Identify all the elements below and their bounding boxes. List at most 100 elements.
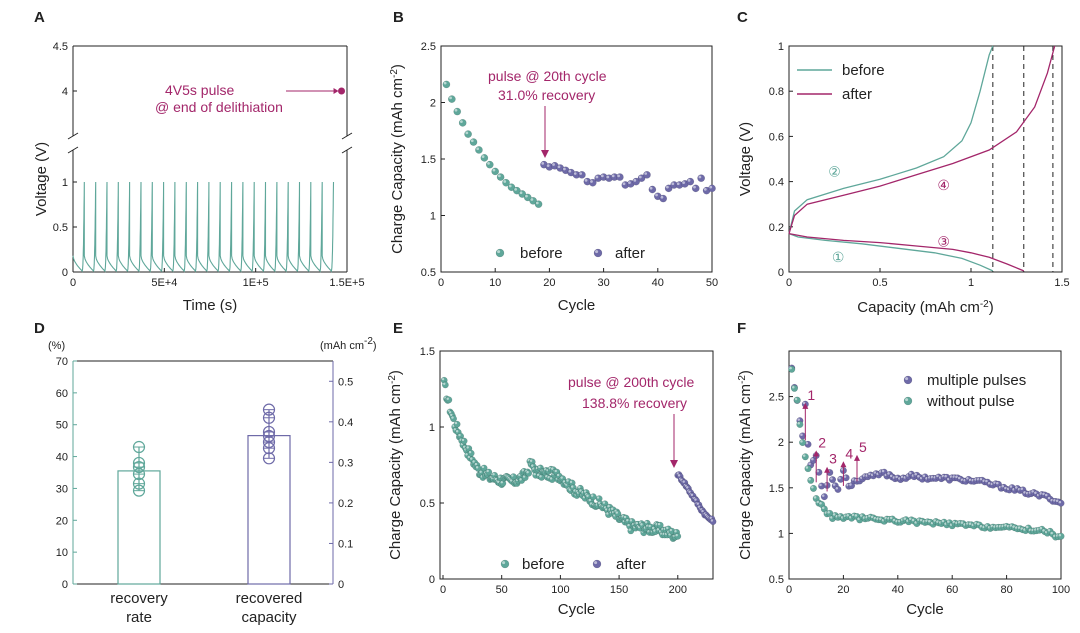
panel-e-legend-marker-before	[500, 559, 510, 569]
panel-f-point-without pulse-highlight	[808, 477, 811, 481]
panel-f-point-multiple pulses-highlight	[868, 472, 871, 476]
panel-a-axis-break	[67, 146, 79, 154]
panel-e-point-before-highlight	[509, 479, 513, 482]
panel-f-point-without pulse	[790, 384, 798, 392]
panel-e-point-before-highlight	[583, 490, 587, 493]
panel-f-point-without pulse-highlight	[805, 466, 809, 469]
panel-f-point-without pulse-highlight	[846, 514, 849, 517]
panel-e-point-before	[441, 381, 449, 389]
panel-b-point-before	[448, 95, 456, 103]
panel-e-point-before-highlight	[635, 521, 638, 525]
panel-b-point-before-highlight	[530, 198, 534, 201]
panel-e-legend-marker-after	[592, 559, 602, 569]
panel-e-point-before	[525, 469, 533, 477]
panel-f-point-multiple pulses-highlight	[1047, 496, 1051, 500]
panel-f-legend-marker-without-highlight	[905, 398, 909, 402]
panel-f-xtick-label: 20	[837, 584, 849, 596]
panel-f-point-multiple pulses-highlight	[821, 494, 825, 497]
panel-f-point-without pulse-highlight	[802, 454, 806, 457]
panel-b-point-before-highlight	[535, 201, 539, 205]
panel-e-xlabel: Cycle	[558, 601, 596, 618]
panel-e-point-after-highlight	[710, 519, 714, 522]
panel-f-point-multiple pulses-highlight	[914, 472, 917, 476]
panel-e-xtick-label: 0	[440, 584, 446, 596]
panel-d-category-line2: capacity	[241, 609, 297, 626]
panel-e-point-before-highlight	[653, 529, 656, 532]
panel-b-point-after-highlight	[557, 165, 561, 169]
panel-e-xtick-label: 200	[669, 584, 687, 596]
panel-e-point-before-highlight	[545, 475, 548, 478]
panel-b-annotation-line2: 31.0% recovery	[498, 87, 595, 103]
panel-f-point-without pulse-highlight	[908, 517, 912, 520]
panel-b-point-after-highlight	[611, 174, 615, 178]
panel-f-point-without pulse-highlight	[792, 385, 795, 389]
panel-b-point-after-highlight	[563, 167, 566, 171]
panel-e-point-before-highlight	[674, 529, 677, 533]
panel-f-xtick-label: 40	[892, 584, 904, 596]
panel-e-point-before-highlight	[443, 382, 446, 386]
panel-b-point-after	[616, 173, 624, 181]
panel-f-point-without pulse-highlight	[966, 522, 969, 525]
panel-b-point-before-highlight	[449, 96, 452, 100]
panel-b-point-before-highlight	[525, 194, 528, 198]
panel-d-left-unit: (%)	[48, 340, 65, 352]
panel-f-point-without pulse-highlight	[860, 514, 863, 517]
panel-d-category-line1: recovery	[110, 590, 168, 607]
panel-c-label: C	[737, 9, 748, 26]
panel-b-xlabel: Cycle	[558, 297, 596, 314]
panel-f-point-without pulse-highlight	[789, 366, 792, 370]
panel-b-point-after-highlight	[709, 185, 713, 189]
panel-b-point-before	[458, 119, 467, 127]
panel-b-point-after	[697, 174, 705, 183]
panel-f-point-without pulse-highlight	[947, 520, 950, 523]
panel-f-point-without pulse-highlight	[968, 522, 972, 525]
panel-f-point-multiple pulses-highlight	[955, 475, 958, 479]
panel-f-point-without pulse-highlight	[884, 516, 888, 520]
panel-c-curve-after-discharge	[788, 232, 1025, 272]
panel-b-legend-marker-before	[495, 248, 505, 258]
panel-f-point-without pulse	[804, 465, 812, 473]
panel-f-point-without pulse-highlight	[911, 518, 915, 522]
panel-f-point-multiple pulses-highlight	[985, 479, 988, 483]
panel-e-legend-before: before	[522, 556, 565, 573]
panel-f-point-without pulse-highlight	[941, 519, 945, 523]
panel-e-point-before-highlight	[529, 459, 533, 462]
panel-f-point-multiple pulses-highlight	[797, 418, 800, 421]
panel-f-point-without pulse-highlight	[797, 422, 800, 425]
panel-e-point-before-highlight	[589, 502, 593, 505]
panel-f-point-without pulse-highlight	[876, 517, 879, 520]
panel-f-pulse-label: 4	[845, 445, 853, 461]
panel-b-point-after-highlight	[703, 188, 707, 191]
panel-a-upper-ytick-label: 4.5	[53, 41, 68, 53]
panel-e-point-before-highlight	[454, 421, 458, 425]
panel-b-xtick-label: 20	[543, 277, 555, 289]
panel-b-point-before	[442, 80, 451, 89]
panel-e-point-before-highlight	[531, 464, 534, 467]
panel-a-axis-break	[67, 132, 79, 140]
panel-f-point-without pulse-highlight	[868, 514, 871, 518]
panel-b-point-before-highlight	[497, 174, 501, 178]
panel-b-ytick-label: 2	[430, 98, 436, 110]
panel-f-pulse-label: 1	[807, 387, 815, 403]
panel-f-point-without pulse-highlight	[1039, 526, 1043, 530]
panel-e-point-before-highlight	[479, 470, 482, 473]
panel-f-point-multiple pulses-highlight	[1028, 491, 1032, 494]
panel-b-point-before-highlight	[481, 155, 485, 158]
panel-a-lower-ytick-label: 0.5	[53, 222, 68, 234]
panel-f-point-without pulse-highlight	[936, 520, 939, 523]
panel-e-point-before-highlight	[461, 438, 465, 442]
panel-b-point-after-highlight	[590, 180, 593, 183]
panel-f-point-without pulse-highlight	[928, 519, 931, 523]
panel-b-point-after-highlight	[546, 164, 550, 168]
panel-c-legend-before: before	[842, 62, 885, 79]
panel-f-point-multiple pulses-highlight	[1015, 486, 1018, 489]
panel-e-point-before-highlight	[511, 474, 514, 477]
panel-f-xlabel: Cycle	[906, 601, 944, 618]
panel-a-ylabel: Voltage (V)	[33, 142, 50, 216]
panel-f-point-without pulse	[807, 476, 815, 484]
panel-f-point-without pulse-highlight	[857, 517, 860, 520]
panel-f-legend-marker-multiple	[903, 375, 913, 385]
panel-e-point-before-highlight	[441, 377, 445, 381]
panel-d-category-line1: recovered	[236, 590, 303, 607]
